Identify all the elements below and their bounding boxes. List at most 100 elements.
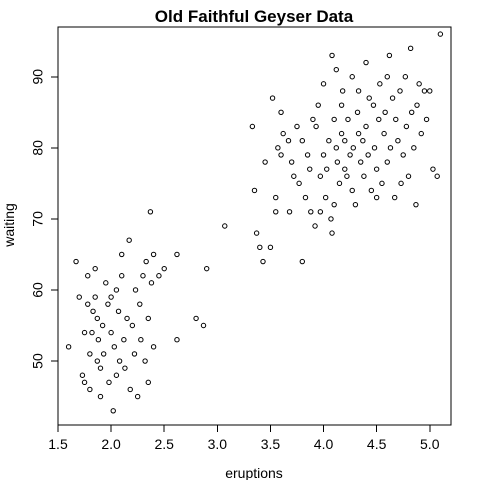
data-point (356, 131, 360, 135)
data-point (95, 359, 99, 363)
data-point (194, 316, 198, 320)
data-point (88, 387, 92, 391)
data-point (353, 202, 357, 206)
data-point (318, 174, 322, 178)
data-point (146, 380, 150, 384)
x-tick-label: 4.0 (314, 436, 334, 452)
data-point (149, 281, 153, 285)
data-point (139, 338, 143, 342)
data-point (383, 110, 387, 114)
data-point (318, 210, 322, 214)
data-point (133, 288, 137, 292)
data-point (412, 146, 416, 150)
data-point (112, 345, 116, 349)
data-point (396, 139, 400, 143)
data-point (107, 380, 111, 384)
data-point (390, 96, 394, 100)
data-point (98, 394, 102, 398)
data-point (311, 117, 315, 121)
data-point (106, 302, 110, 306)
data-point (250, 124, 254, 128)
data-point (287, 210, 291, 214)
data-point (332, 202, 336, 206)
data-point (435, 174, 439, 178)
data-point (86, 274, 90, 278)
data-point (406, 174, 410, 178)
data-point (281, 131, 285, 135)
data-point (80, 373, 84, 377)
data-point (313, 224, 317, 228)
data-point (74, 259, 78, 263)
data-point (364, 124, 368, 128)
data-point (330, 53, 334, 57)
data-point (417, 82, 421, 86)
plot-frame (58, 27, 451, 425)
data-point (415, 103, 419, 107)
data-point (258, 245, 262, 249)
data-point (144, 259, 148, 263)
data-point (295, 124, 299, 128)
y-axis-label: waiting (1, 203, 17, 248)
data-point (82, 380, 86, 384)
data-point (408, 46, 412, 50)
data-point (111, 409, 115, 413)
data-point (350, 75, 354, 79)
data-point (66, 345, 70, 349)
data-point (359, 160, 363, 164)
data-point (366, 153, 370, 157)
data-point (361, 139, 365, 143)
x-tick-label: 3.0 (208, 436, 228, 452)
data-point (362, 174, 366, 178)
y-tick-label: 90 (30, 69, 46, 85)
data-point (96, 338, 100, 342)
data-point (385, 160, 389, 164)
data-point (329, 217, 333, 221)
data-point (332, 117, 336, 121)
data-point (93, 266, 97, 270)
y-tick-label: 70 (30, 211, 46, 227)
data-point (82, 330, 86, 334)
data-point (438, 32, 442, 36)
data-point (261, 259, 265, 263)
data-point (374, 195, 378, 199)
data-point (303, 195, 307, 199)
data-point (104, 281, 108, 285)
data-point (334, 67, 338, 71)
data-point (88, 352, 92, 356)
data-point (404, 124, 408, 128)
data-point (114, 373, 118, 377)
data-point (343, 167, 347, 171)
data-point (297, 181, 301, 185)
y-tick-label: 60 (30, 282, 46, 298)
data-point (309, 210, 313, 214)
data-point (116, 309, 120, 313)
data-point (339, 131, 343, 135)
data-point (369, 188, 373, 192)
data-point (151, 345, 155, 349)
data-point (371, 103, 375, 107)
data-point (95, 316, 99, 320)
data-point (387, 53, 391, 57)
data-point (348, 153, 352, 157)
data-point (327, 139, 331, 143)
x-tick-label: 2.5 (154, 436, 174, 452)
data-point (314, 124, 318, 128)
data-point (339, 103, 343, 107)
data-point (289, 160, 293, 164)
data-point (364, 60, 368, 64)
data-point (162, 266, 166, 270)
data-point (109, 295, 113, 299)
data-point (270, 96, 274, 100)
data-point (263, 160, 267, 164)
data-point (201, 323, 205, 327)
data-point (325, 167, 329, 171)
data-point (382, 131, 386, 135)
data-point (323, 195, 327, 199)
data-point (117, 359, 121, 363)
x-tick-label: 2.0 (101, 436, 121, 452)
data-point (91, 309, 95, 313)
data-point (274, 195, 278, 199)
y-tick-label: 50 (30, 353, 46, 369)
data-point (123, 366, 127, 370)
data-point (401, 153, 405, 157)
